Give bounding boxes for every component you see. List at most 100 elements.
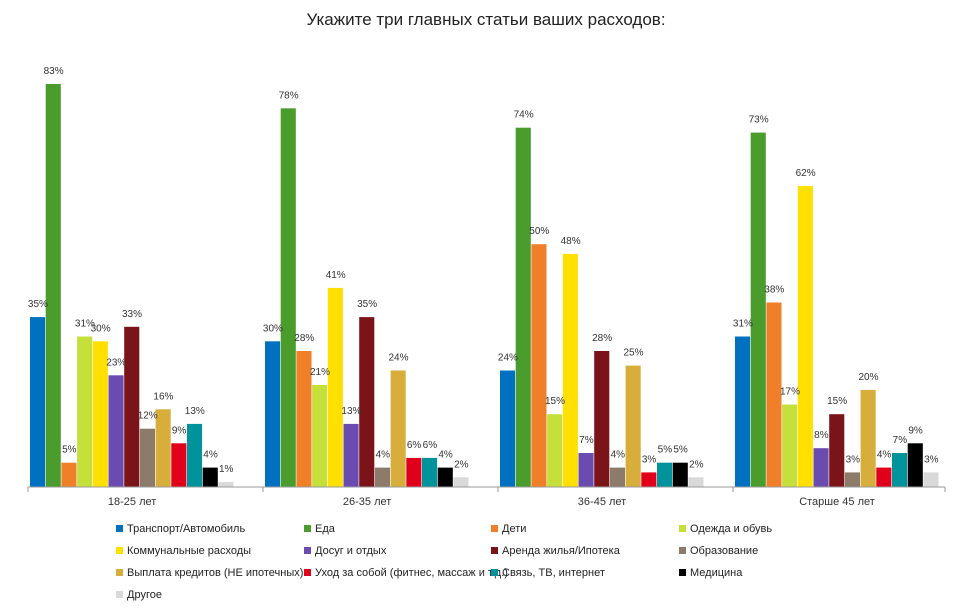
bar-11-group-2 (422, 457, 438, 487)
value-label: 35% (357, 299, 377, 310)
value-label: 30% (263, 323, 283, 334)
value-label: 15% (827, 396, 847, 407)
value-label: 3% (924, 454, 939, 465)
bar-3-group-4 (766, 302, 782, 487)
bar-5-group-1 (92, 341, 108, 487)
bar-9-group-4 (860, 389, 876, 487)
bar-12-group-4 (907, 443, 923, 487)
value-label: 74% (514, 110, 534, 121)
value-label: 5% (658, 445, 673, 456)
bar-1-group-1 (30, 317, 46, 487)
bar-12-group-2 (437, 467, 453, 487)
value-label: 5% (673, 445, 688, 456)
value-label: 12% (138, 411, 158, 422)
value-label: 3% (846, 454, 861, 465)
bar-13-group-3 (688, 477, 704, 487)
bar-11-group-3 (657, 462, 673, 487)
value-label: 4% (438, 450, 453, 461)
value-label: 31% (733, 319, 753, 330)
value-label: 78% (279, 90, 299, 101)
bar-12-group-3 (672, 462, 688, 487)
bar-10-group-1 (171, 443, 187, 487)
value-label: 2% (454, 459, 469, 470)
value-label: 62% (796, 168, 816, 179)
bar-13-group-1 (218, 482, 234, 487)
bar-2-group-2 (280, 108, 296, 488)
bar-4-group-1 (77, 336, 93, 487)
bar-6-group-4 (813, 448, 829, 487)
bar-1-group-2 (265, 341, 281, 487)
bar-3-group-1 (61, 462, 77, 487)
value-label: 50% (529, 226, 549, 237)
bar-4-group-2 (312, 385, 328, 487)
bar-6-group-2 (343, 423, 359, 487)
bar-6-group-1 (108, 375, 124, 487)
value-label: 48% (561, 236, 581, 247)
bar-12-group-1 (202, 467, 218, 487)
value-label: 7% (579, 435, 594, 446)
value-label: 4% (376, 450, 391, 461)
bar-10-group-3 (641, 472, 657, 487)
value-label: 24% (498, 353, 518, 364)
value-label: 2% (689, 459, 704, 470)
bar-10-group-2 (406, 457, 422, 487)
bar-7-group-4 (829, 414, 845, 487)
value-label: 20% (858, 372, 878, 383)
bar-7-group-1 (124, 326, 140, 487)
bar-9-group-2 (390, 370, 406, 487)
value-label: 4% (611, 450, 626, 461)
bar-2-group-1 (45, 84, 61, 487)
bar-5-group-3 (562, 253, 578, 487)
bar-7-group-2 (359, 317, 375, 487)
bar-2-group-3 (515, 127, 531, 487)
category-label: 36-45 лет (578, 496, 626, 508)
bar-1-group-4 (735, 336, 751, 487)
value-label: 7% (893, 435, 908, 446)
value-label: 38% (764, 285, 784, 296)
bar-8-group-3 (609, 467, 625, 487)
value-label: 5% (62, 445, 77, 456)
category-label: 26-35 лет (343, 496, 391, 508)
value-label: 9% (908, 425, 923, 436)
bar-11-group-1 (187, 423, 203, 487)
value-label: 1% (219, 464, 234, 475)
bar-3-group-2 (296, 351, 312, 487)
bar-9-group-3 (625, 365, 641, 487)
value-label: 17% (780, 387, 800, 398)
value-label: 25% (623, 348, 643, 359)
category-label: Старше 45 лет (799, 496, 875, 508)
value-label: 6% (423, 440, 438, 451)
bar-1-group-3 (500, 370, 516, 487)
bar-11-group-4 (892, 453, 908, 487)
value-label: 30% (91, 323, 111, 334)
bar-8-group-4 (844, 472, 860, 487)
value-label: 73% (749, 115, 769, 126)
value-label: 21% (310, 367, 330, 378)
value-label: 6% (407, 440, 422, 451)
value-label: 33% (122, 309, 142, 320)
chart-title: Укажите три главных статьи ваших расходо… (306, 10, 666, 29)
value-label: 9% (172, 425, 187, 436)
bar-4-group-4 (782, 404, 798, 487)
value-label: 24% (388, 353, 408, 364)
bar-7-group-3 (594, 351, 610, 487)
category-label: 18-25 лет (108, 496, 156, 508)
value-label: 8% (814, 430, 829, 441)
value-label: 83% (44, 66, 64, 77)
bar-13-group-4 (923, 472, 939, 487)
value-label: 4% (203, 450, 218, 461)
bar-5-group-2 (327, 287, 343, 487)
bar-13-group-2 (453, 477, 469, 487)
bar-9-group-1 (155, 409, 171, 487)
value-label: 28% (592, 333, 612, 344)
value-label: 41% (326, 270, 346, 281)
value-label: 4% (877, 450, 892, 461)
bar-8-group-1 (139, 428, 155, 487)
bar-3-group-3 (531, 244, 547, 487)
bar-2-group-4 (750, 132, 766, 487)
value-label: 28% (294, 333, 314, 344)
value-label: 3% (642, 454, 657, 465)
value-label: 31% (75, 319, 95, 330)
bar-8-group-2 (374, 467, 390, 487)
